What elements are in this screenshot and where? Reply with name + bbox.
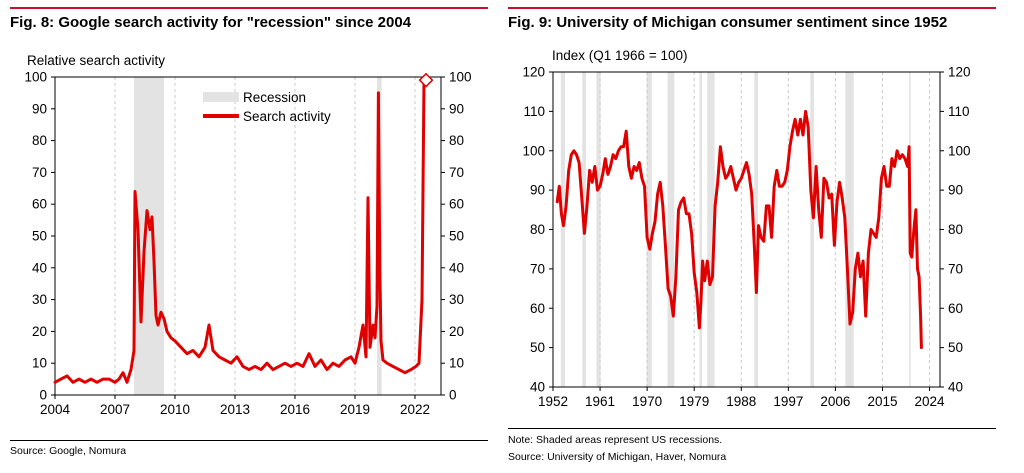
fig9-source-rule [508,428,996,429]
fig8-ytick-label-left-9: 90 [32,101,47,116]
fig8-ytick-label-left-6: 60 [32,197,47,212]
fig9-xtick-label-0: 1952 [538,394,568,409]
fig9-xtick-label-8: 2024 [915,394,946,409]
fig9-top-rule [508,7,996,9]
fig8-ytick-label-left-2: 20 [32,324,47,339]
fig8-ytick-label-right-0: 0 [449,388,457,403]
fig8-xtick-label-6: 2022 [400,402,430,417]
fig9-ytick-label-right-3: 70 [948,261,963,276]
fig8-ytick-label-left-5: 50 [32,229,47,244]
fig8-ytick-label-right-1: 10 [449,356,464,371]
fig9-xtick-label-7: 2015 [867,394,897,409]
fig8-source-rule [10,440,488,441]
fig8-legend-recession-label: Recession [243,90,306,105]
fig8-series-line-0 [53,78,428,384]
fig8-xtick-label-3: 2013 [220,402,250,417]
fig9-ytick-label-left-5: 90 [530,183,545,198]
fig9-note: Note: Shaded areas represent US recessio… [508,434,723,446]
fig8-source: Source: Google, Nomura [10,445,127,457]
fig9-ytick-label-right-2: 60 [948,301,963,316]
fig9-recession-band-5 [699,72,703,387]
fig9-source: Source: University of Michigan, Haver, N… [508,451,727,463]
fig9-recession-band-2 [596,72,601,387]
fig9-chart: 40 40 50 50 60 60 70 70 80 80 90 90 100 100 110 110 120 1… [522,48,971,409]
fig8-ylabel: Relative search activity [27,53,165,68]
fig9-ytick-label-left-0: 40 [530,380,545,395]
fig8-chart: 0 0 10 10 20 20 30 30 40 40 50 50 60 60 70 70 80 80 90 90 10… [24,53,472,417]
fig8-ytick-label-right-6: 60 [449,197,464,212]
fig8-ytick-label-right-10: 100 [449,70,472,85]
fig8-panel: Fig. 8: Google search activity for "rece… [0,0,500,473]
fig8-ytick-label-left-3: 30 [32,292,47,307]
fig8-ytick-label-right-2: 20 [449,324,464,339]
fig9-ytick-label-left-6: 100 [522,143,545,158]
fig8-ytick-label-right-5: 50 [449,229,464,244]
fig9-xtick-label-5: 1997 [773,394,803,409]
fig9-ytick-label-left-8: 120 [522,65,545,80]
fig9-ytick-label-right-7: 110 [948,104,970,119]
fig9-recession-band-7 [754,72,759,387]
fig8-ytick-label-left-1: 10 [32,356,47,371]
fig9-ytick-label-right-1: 50 [948,340,963,355]
fig9-panel: Fig. 9: University of Michigan consumer … [500,0,1024,473]
fig9-series-line-0 [555,109,923,350]
fig8-xtick-label-1: 2007 [100,402,130,417]
fig8-ytick-label-left-8: 80 [32,133,47,148]
fig9-recession-band-6 [707,72,715,387]
fig8-ytick-label-right-7: 70 [449,165,464,180]
fig8-xtick-label-2: 2010 [160,402,190,417]
fig9-recession-band-9 [845,72,854,387]
fig8-xtick-label-4: 2016 [280,402,310,417]
fig8-ytick-label-left-4: 40 [32,260,47,275]
fig9-ytick-label-left-1: 50 [530,340,545,355]
fig9-recession-band-3 [646,72,652,387]
fig8-xtick-label-5: 2019 [340,402,370,417]
fig8-ytick-label-left-7: 70 [32,165,47,180]
fig9-ytick-label-right-8: 120 [948,65,971,80]
fig9-ytick-label-left-3: 70 [530,261,545,276]
fig8-legend-recession-swatch [203,92,239,102]
fig8-title: Fig. 8: Google search activity for "rece… [10,14,412,31]
fig9-ytick-label-right-4: 80 [948,222,963,237]
fig9-xtick-label-2: 1970 [632,394,662,409]
fig9-ylabel: Index (Q1 1966 = 100) [552,48,687,63]
fig9-recession-band-0 [560,72,566,387]
fig9-ytick-label-right-6: 100 [948,143,971,158]
fig9-xtick-label-3: 1979 [679,394,709,409]
fig9-xtick-label-1: 1961 [585,394,615,409]
fig8-end-marker [418,72,434,88]
fig9-ytick-label-left-2: 60 [530,301,545,316]
fig8-xtick-label-0: 2004 [40,402,71,417]
fig8-ytick-label-right-3: 30 [449,292,464,307]
fig9-recession-band-4 [667,72,675,387]
fig8-legend-search-label: Search activity [243,109,331,124]
fig8-top-rule [10,7,488,9]
fig8-ytick-label-right-8: 80 [449,133,464,148]
fig9-ytick-label-right-5: 90 [948,183,963,198]
fig8-ytick-label-right-4: 40 [449,260,464,275]
fig9-title: Fig. 9: University of Michigan consumer … [508,14,948,31]
fig9-ytick-label-left-7: 110 [523,104,545,119]
fig9-plot-frame [552,71,941,388]
fig9-xtick-label-4: 1988 [726,394,756,409]
fig9-recession-band-8 [810,72,814,387]
fig8-ytick-label-left-0: 0 [39,388,47,403]
fig9-ytick-label-left-4: 80 [530,222,545,237]
fig9-xtick-label-6: 2006 [820,394,850,409]
fig8-ytick-label-right-9: 90 [449,101,464,116]
fig8-ytick-label-left-10: 100 [24,70,47,85]
fig9-ytick-label-right-0: 40 [948,380,963,395]
